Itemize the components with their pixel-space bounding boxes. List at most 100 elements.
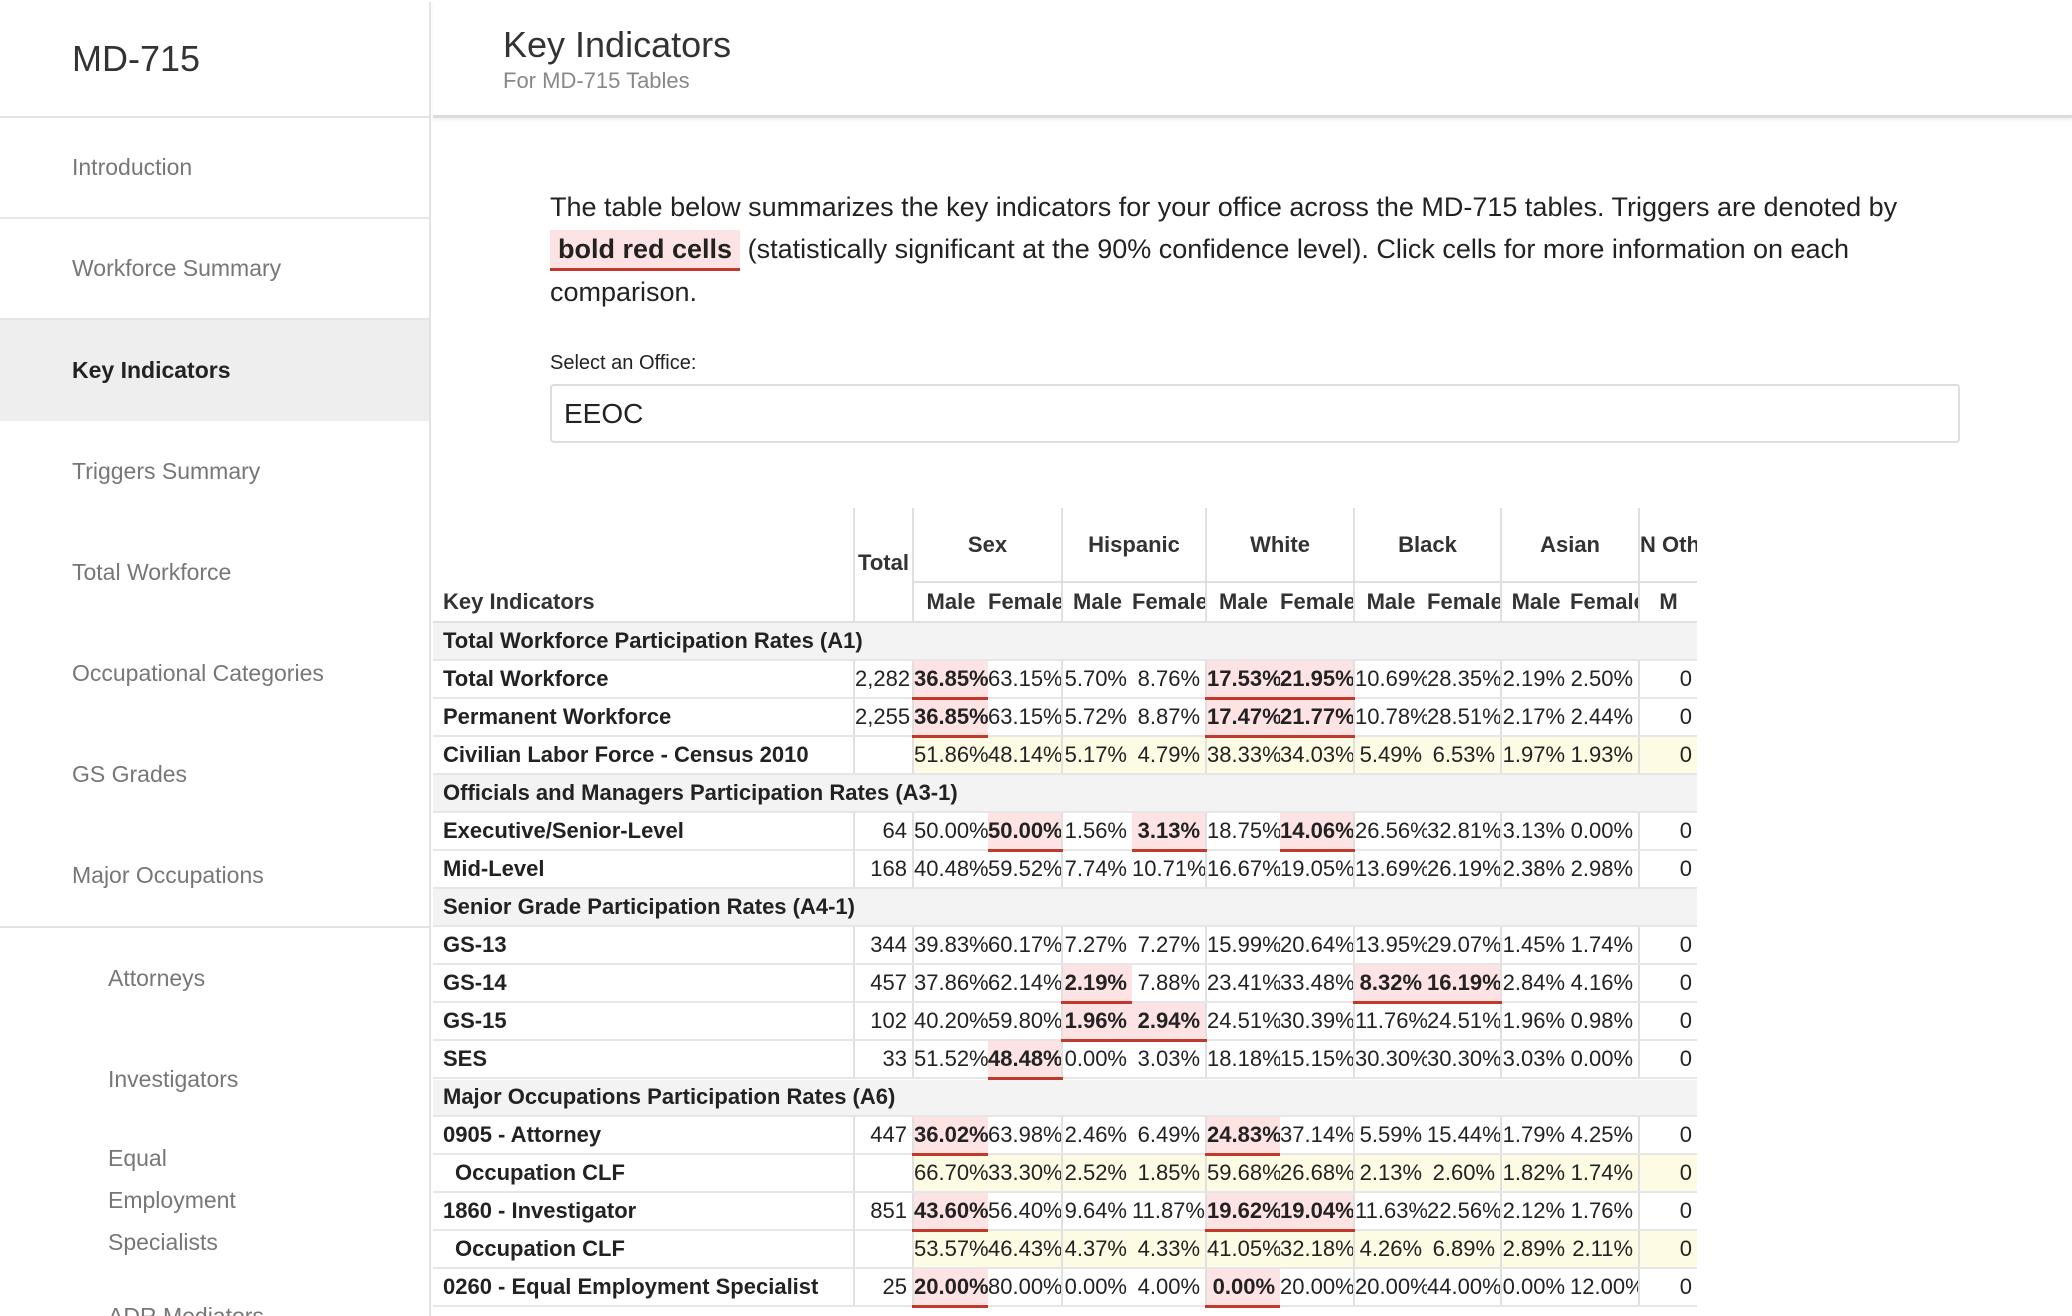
data-cell[interactable]: 15.15% (1280, 1040, 1355, 1079)
data-cell[interactable]: 16.67% (1205, 850, 1281, 889)
data-cell[interactable]: 0 (1638, 660, 1698, 699)
data-cell[interactable]: 22.56% (1427, 1192, 1502, 1231)
trigger-cell[interactable]: 36.02% (912, 1116, 988, 1156)
sidebar-subitem-equal-employment-specialists[interactable]: Equal Employment Specialists (108, 1145, 236, 1255)
office-select[interactable]: EEOC (550, 384, 1960, 443)
data-cell[interactable]: 4.00% (1132, 1268, 1207, 1307)
data-cell[interactable]: 6.49% (1132, 1116, 1207, 1155)
data-cell[interactable]: 3.03% (1500, 1040, 1571, 1079)
trigger-cell[interactable]: 3.13% (1132, 812, 1207, 852)
data-cell[interactable]: 0 (1638, 1268, 1698, 1307)
data-cell[interactable]: 2.84% (1500, 964, 1571, 1003)
data-cell[interactable]: 7.27% (1132, 926, 1207, 965)
data-cell[interactable]: 19.05% (1280, 850, 1355, 889)
data-cell[interactable]: 30.30% (1427, 1040, 1502, 1079)
data-cell[interactable]: 2.38% (1500, 850, 1571, 889)
sidebar-item-major-occupations[interactable]: Major Occupations (72, 862, 264, 888)
data-cell[interactable]: 0 (1638, 812, 1698, 851)
data-cell[interactable]: 12.00% (1570, 1268, 1640, 1307)
sidebar-item-introduction[interactable]: Introduction (0, 118, 429, 219)
data-cell[interactable]: 8.87% (1132, 698, 1207, 737)
data-cell[interactable]: 10.71% (1132, 850, 1207, 889)
data-cell[interactable]: 18.75% (1205, 812, 1281, 851)
trigger-cell[interactable]: 21.77% (1280, 698, 1355, 738)
data-cell[interactable]: 40.20% (912, 1002, 988, 1041)
data-cell[interactable]: 2.46% (1061, 1116, 1132, 1155)
trigger-cell[interactable]: 43.60% (912, 1192, 988, 1232)
data-cell[interactable]: 4.16% (1570, 964, 1640, 1003)
trigger-cell[interactable]: 19.62% (1205, 1192, 1281, 1232)
data-cell[interactable]: 4.25% (1570, 1116, 1640, 1155)
data-cell[interactable]: 7.88% (1132, 964, 1207, 1003)
data-cell[interactable]: 59.52% (988, 850, 1062, 889)
trigger-cell[interactable]: 36.85% (912, 660, 988, 700)
data-cell[interactable]: 15.99% (1205, 926, 1281, 965)
data-cell[interactable]: 37.14% (1280, 1116, 1355, 1155)
data-cell[interactable]: 20.64% (1280, 926, 1355, 965)
trigger-cell[interactable]: 36.85% (912, 698, 988, 738)
data-cell[interactable]: 11.63% (1353, 1192, 1428, 1231)
data-cell[interactable]: 1.74% (1570, 926, 1640, 965)
data-cell[interactable]: 18.18% (1205, 1040, 1281, 1079)
data-cell[interactable]: 0.00% (1570, 1040, 1640, 1079)
data-cell[interactable]: 23.41% (1205, 964, 1281, 1003)
data-cell[interactable]: 11.76% (1353, 1002, 1428, 1041)
data-cell[interactable]: 0 (1638, 964, 1698, 1003)
sidebar-item-total-workforce[interactable]: Total Workforce (72, 559, 232, 585)
data-cell[interactable]: 7.27% (1061, 926, 1132, 965)
data-cell[interactable]: 9.64% (1061, 1192, 1132, 1231)
data-cell[interactable]: 13.69% (1353, 850, 1428, 889)
data-cell[interactable]: 3.03% (1132, 1040, 1207, 1079)
data-cell[interactable]: 2.12% (1500, 1192, 1571, 1231)
data-cell[interactable]: 0 (1638, 1192, 1698, 1231)
trigger-cell[interactable]: 50.00% (988, 812, 1062, 852)
sidebar-subitem-investigators[interactable]: Investigators (108, 1066, 239, 1092)
data-cell[interactable]: 59.80% (988, 1002, 1062, 1041)
data-cell[interactable]: 5.70% (1061, 660, 1132, 699)
trigger-cell[interactable]: 48.48% (988, 1040, 1062, 1080)
data-cell[interactable]: 30.30% (1353, 1040, 1428, 1079)
trigger-cell[interactable]: 21.95% (1280, 660, 1355, 700)
data-cell[interactable]: 63.98% (988, 1116, 1062, 1155)
trigger-cell[interactable]: 17.47% (1205, 698, 1281, 738)
data-cell[interactable]: 28.35% (1427, 660, 1502, 699)
data-cell[interactable]: 5.72% (1061, 698, 1132, 737)
data-cell[interactable]: 0.00% (1570, 812, 1640, 851)
data-cell[interactable]: 1.56% (1061, 812, 1132, 851)
data-cell[interactable]: 2.19% (1500, 660, 1571, 699)
trigger-cell[interactable]: 1.96% (1061, 1002, 1132, 1042)
data-cell[interactable]: 20.00% (1280, 1268, 1355, 1307)
data-cell[interactable]: 40.48% (912, 850, 988, 889)
data-cell[interactable]: 60.17% (988, 926, 1062, 965)
data-cell[interactable]: 0 (1638, 1002, 1698, 1041)
data-cell[interactable]: 32.81% (1427, 812, 1502, 851)
data-cell[interactable]: 26.56% (1353, 812, 1428, 851)
data-cell[interactable]: 44.00% (1427, 1268, 1502, 1307)
data-cell[interactable]: 80.00% (988, 1268, 1062, 1307)
data-cell[interactable]: 0 (1638, 698, 1698, 737)
data-cell[interactable]: 30.39% (1280, 1002, 1355, 1041)
data-cell[interactable]: 33.48% (1280, 964, 1355, 1003)
data-cell[interactable]: 0.00% (1061, 1040, 1132, 1079)
trigger-cell[interactable]: 2.19% (1061, 964, 1132, 1004)
trigger-cell[interactable]: 19.04% (1280, 1192, 1355, 1232)
data-cell[interactable]: 50.00% (912, 812, 988, 851)
data-cell[interactable]: 20.00% (1353, 1268, 1428, 1307)
sidebar-item-triggers-summary[interactable]: Triggers Summary (72, 458, 261, 484)
data-cell[interactable]: 11.87% (1132, 1192, 1207, 1231)
data-cell[interactable]: 0 (1638, 850, 1698, 889)
sidebar-item-gs-grades[interactable]: GS Grades (72, 761, 188, 787)
trigger-cell[interactable]: 0.00% (1205, 1268, 1281, 1308)
data-cell[interactable]: 5.59% (1353, 1116, 1428, 1155)
sidebar-item-workforce-summary[interactable]: Workforce Summary (0, 219, 429, 320)
sidebar-item-occupational-categories[interactable]: Occupational Categories (72, 660, 324, 686)
data-cell[interactable]: 29.07% (1427, 926, 1502, 965)
data-cell[interactable]: 63.15% (988, 660, 1062, 699)
trigger-cell[interactable]: 8.32% (1353, 964, 1428, 1004)
data-cell[interactable]: 39.83% (912, 926, 988, 965)
data-cell[interactable]: 2.17% (1500, 698, 1571, 737)
data-cell[interactable]: 1.76% (1570, 1192, 1640, 1231)
sidebar-subitem-attorneys[interactable]: Attorneys (108, 965, 206, 991)
data-cell[interactable]: 24.51% (1205, 1002, 1281, 1041)
data-cell[interactable]: 28.51% (1427, 698, 1502, 737)
